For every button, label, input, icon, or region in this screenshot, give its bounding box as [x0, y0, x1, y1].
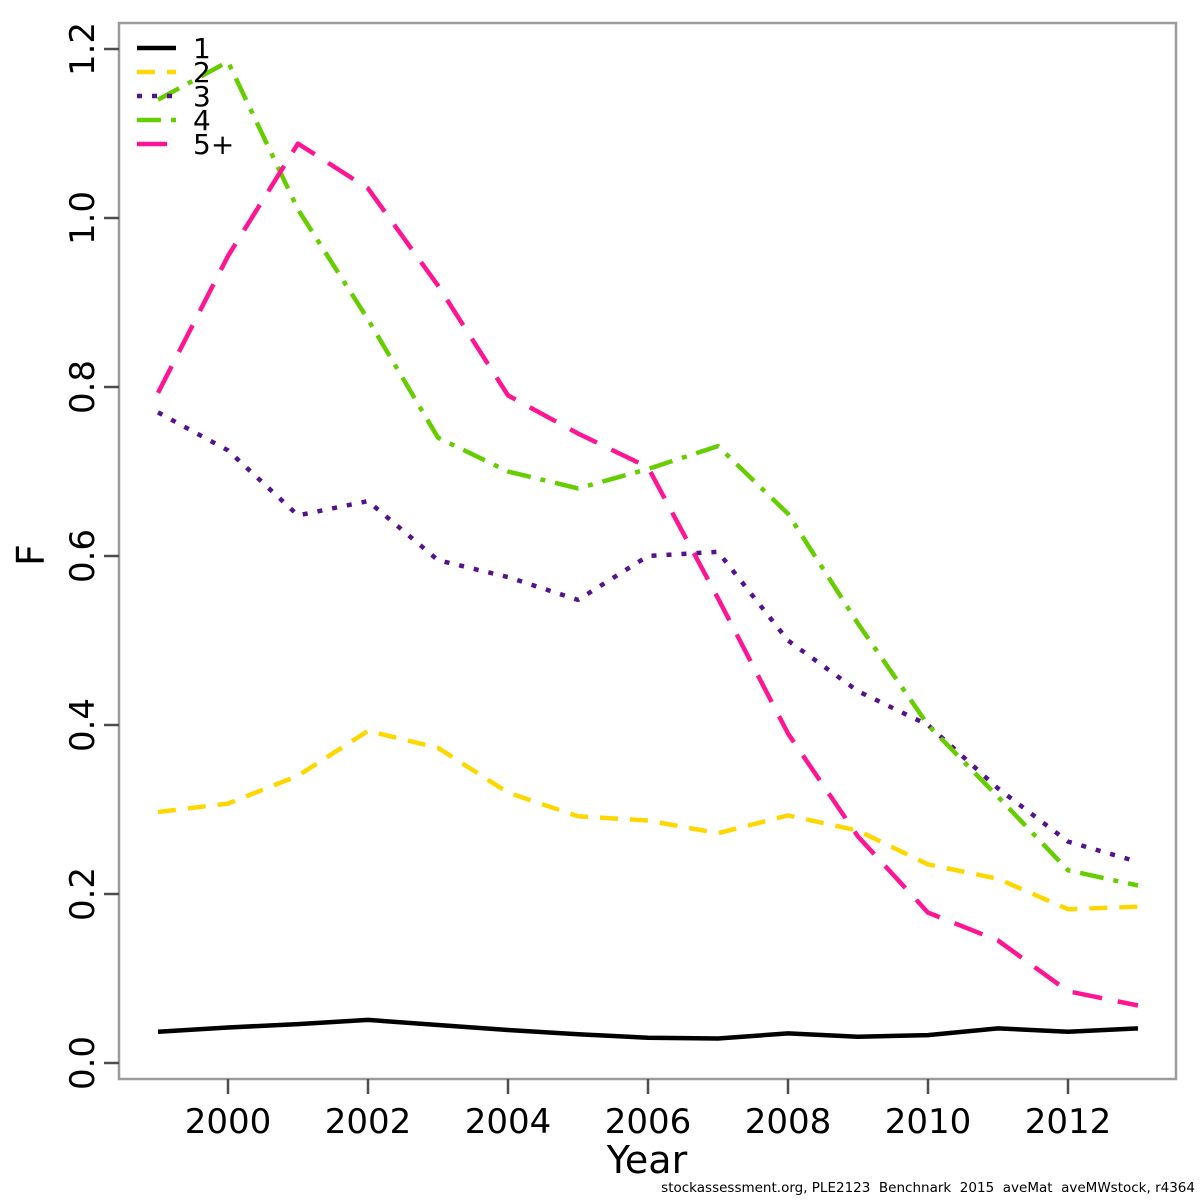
- y-tick-label: 0.4: [63, 698, 103, 752]
- series-line-1: [157, 1017, 1139, 1041]
- x-tick-label: 2010: [885, 1102, 972, 1142]
- y-tick-label: 0.6: [63, 529, 103, 583]
- x-axis-title: Year: [606, 1138, 688, 1182]
- x-tick-label: 2000: [185, 1102, 272, 1142]
- series-line-2: [157, 728, 1139, 912]
- series-line-3: [156, 410, 1139, 865]
- legend-item-label: 5+: [193, 128, 234, 161]
- x-tick-label: 2004: [465, 1102, 552, 1142]
- x-tick-label: 2006: [605, 1102, 692, 1142]
- plot-box: [117, 21, 1178, 1081]
- y-tick-label: 0.0: [63, 1036, 103, 1090]
- legend-item-label: 2: [193, 56, 211, 89]
- y-tick-label: 1.0: [63, 191, 103, 245]
- y-axis-title: F: [9, 544, 53, 566]
- x-tick-label: 2002: [325, 1102, 412, 1142]
- y-tick-label: 1.2: [63, 22, 103, 76]
- legend-item-label: 4: [193, 104, 211, 137]
- series-line-5plus: [155, 141, 1139, 1008]
- x-tick-label: 2008: [745, 1102, 832, 1142]
- footer-attribution: stockassessment.org, PLE2123 Benchnark 2…: [661, 1180, 1195, 1196]
- x-tick-label: 2012: [1025, 1102, 1112, 1142]
- legend-item-label: 3: [193, 80, 211, 113]
- series-line-4: [156, 59, 1139, 888]
- y-tick-label: 0.8: [63, 360, 103, 414]
- legend-item-label: 1: [193, 32, 211, 65]
- y-tick-label: 0.2: [63, 867, 103, 921]
